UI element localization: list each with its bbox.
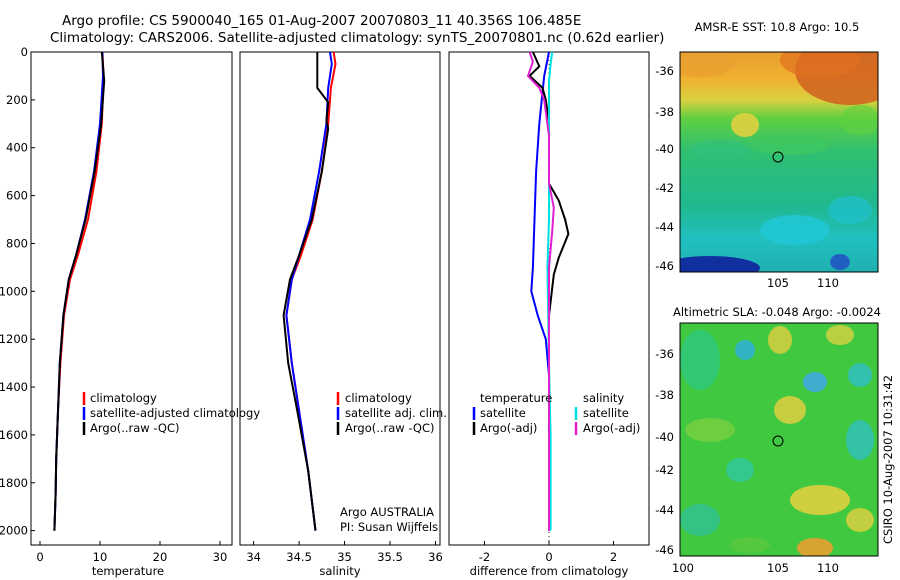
sla-xtick: 105: [767, 561, 789, 575]
sla-map-yticks: -36 -38 -40 -42 -44 -46: [655, 347, 674, 557]
salinity-panel: 34 34.5 35 35.5 36 salinity climatology sate…: [239, 51, 447, 578]
sla-ytick: -44: [655, 503, 674, 517]
x-tick-label: 35: [337, 550, 352, 564]
x-tick-label: 34: [246, 550, 261, 564]
sst-profile-marker: [772, 151, 784, 163]
sla-profile-marker: [772, 435, 784, 447]
legend-heading-salinity: salinity: [583, 391, 624, 405]
y-tick-label: 1000: [0, 284, 28, 298]
y-tick-label: 0: [21, 45, 28, 59]
legend-climatology: climatology: [90, 391, 157, 405]
series-line-salinity-satellite: [546, 51, 554, 531]
sst-map-image: [680, 52, 878, 272]
series-line-climatology: [53, 51, 105, 531]
legend-temp-satellite: satellite: [480, 406, 526, 420]
series-line-salinity-argo-adj: [527, 51, 555, 531]
salinity-legend: climatology satellite adj. clim. Argo(..…: [336, 391, 447, 435]
x-tick-label: 10: [93, 550, 108, 564]
side-timestamp-label: CSIRO 10-Aug-2007 10:31:42: [881, 375, 895, 544]
y-tick-label: 1600: [0, 428, 28, 442]
x-tick-label: 0: [36, 550, 43, 564]
legend-satellite-adj: satellite adj. clim.: [345, 406, 447, 420]
series-line-satellite-adj-clim: [285, 51, 333, 531]
legend-heading-temperature: temperature: [480, 391, 552, 405]
y-tick-label: 1800: [0, 476, 28, 490]
salinity-xlabel: salinity: [319, 564, 360, 578]
x-tick-label: 20: [153, 550, 168, 564]
sst-ytick: -40: [655, 142, 674, 156]
sla-ytick: -38: [655, 388, 674, 402]
x-tick-label: 36: [428, 550, 443, 564]
sst-map-xticks: 105 110: [767, 276, 839, 290]
temperature-panel: 0 10 20 30 0 200 400 600 800 1000 1200 1400 1600 180…: [0, 45, 260, 578]
legend-sal-argo: Argo(-adj): [583, 421, 640, 435]
sst-ytick: -44: [655, 220, 674, 234]
series-line-argo-raw-qc: [53, 51, 106, 531]
y-tick-label: 200: [6, 93, 28, 107]
difference-legend: temperature satellite Argo(-adj) salinit…: [472, 391, 640, 435]
series-line-satellite-adjusted-climatology: [53, 51, 104, 531]
y-tick-label: 800: [6, 236, 28, 250]
sst-ytick: -38: [655, 105, 674, 119]
x-tick-label: 35.5: [377, 550, 403, 564]
pi-note: PI: Susan Wijffels: [340, 520, 438, 534]
argo-australia-note: Argo AUSTRALIA: [340, 505, 434, 519]
sst-xtick: 110: [817, 276, 839, 290]
sla-map-frame: [679, 322, 879, 557]
sla-ytick: -36: [655, 347, 674, 361]
figure-title-line2: Climatology: CARS2006. Satellite-adjuste…: [50, 30, 664, 46]
sst-ytick: -42: [655, 181, 674, 195]
series-line-temperature-argo-adj: [528, 51, 570, 531]
sla-map-image: [680, 323, 878, 556]
sla-map-title: Altimetric SLA: -0.048 Argo: -0.0024: [673, 305, 881, 319]
temperature-legend: climatology satellite-adjusted climatolo…: [82, 391, 260, 435]
sst-ytick: -36: [655, 64, 674, 78]
sla-ytick: -42: [655, 463, 674, 477]
sla-ytick: -40: [655, 430, 674, 444]
sst-ytick: -46: [655, 259, 674, 273]
sla-ytick: -46: [655, 543, 674, 557]
y-tick-label: 2000: [0, 524, 28, 538]
salinity-axes-frame: [239, 51, 441, 546]
temperature-xlabel: temperature: [92, 564, 164, 578]
difference-xlabel: difference from climatology: [470, 564, 629, 578]
y-tick-label: 1400: [0, 380, 28, 394]
sst-map-yticks: -36 -38 -40 -42 -44 -46: [655, 64, 674, 273]
temperature-axes-frame: [30, 51, 233, 546]
legend-satellite-adjusted: satellite-adjusted climatology: [90, 406, 260, 420]
sst-map-panel: AMSR-E SST: 10.8 Argo: 10.5 -36 -38 -40 …: [655, 20, 879, 290]
sla-map-panel: Altimetric SLA: -0.048 Argo: -0.0024 -36…: [655, 305, 881, 575]
series-line-temperature-satellite: [530, 51, 550, 531]
x-tick-label: 30: [213, 550, 228, 564]
sst-xtick: 105: [767, 276, 789, 290]
legend-sal-satellite: satellite: [583, 406, 629, 420]
series-line-climatology: [285, 51, 337, 531]
legend-argo: Argo(..raw -QC): [345, 421, 435, 435]
legend-temp-argo: Argo(-adj): [480, 421, 537, 435]
sla-xtick: 100: [672, 561, 694, 575]
sst-map-frame: [679, 51, 879, 273]
y-tick-label: 400: [6, 141, 28, 155]
x-tick-label: -2: [479, 550, 490, 564]
y-tick-label: 600: [6, 189, 28, 203]
sst-map-title: AMSR-E SST: 10.8 Argo: 10.5: [695, 20, 860, 34]
y-tick-label: 1200: [0, 332, 28, 346]
legend-climatology: climatology: [345, 391, 412, 405]
x-tick-label: 34.5: [286, 550, 312, 564]
x-tick-label: 0: [545, 550, 552, 564]
series-line-argo-raw-qc: [282, 52, 330, 531]
legend-argo: Argo(..raw -QC): [90, 421, 180, 435]
difference-panel: -2 0 2 difference from climatology tempera…: [448, 51, 650, 578]
figure-title-line1: Argo profile: CS 5900040_165 01-Aug-2007…: [62, 13, 581, 29]
sla-xtick: 110: [817, 561, 839, 575]
sla-map-xticks: 100 105 110: [672, 561, 839, 575]
x-tick-label: 2: [610, 550, 617, 564]
